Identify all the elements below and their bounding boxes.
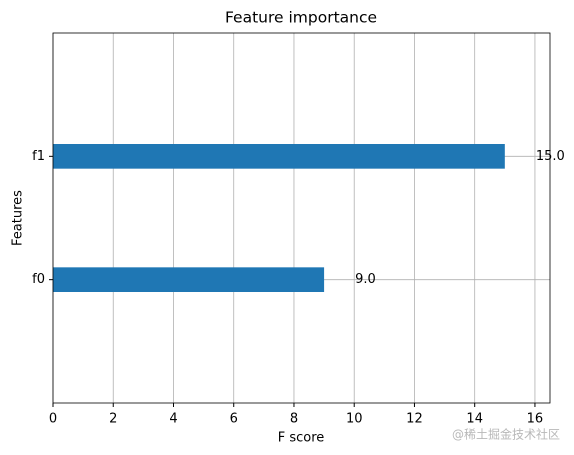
x-tick-label: 6 (230, 412, 238, 427)
x-tick-label: 14 (466, 412, 483, 427)
x-tick-label: 12 (406, 412, 423, 427)
bar (53, 267, 325, 292)
x-tick-label: 0 (49, 412, 57, 427)
chart-title: Feature importance (225, 9, 377, 27)
x-axis-label: F score (278, 431, 325, 446)
y-tick-label: f1 (32, 149, 45, 164)
x-tick-label: 2 (109, 412, 117, 427)
watermark: @稀土掘金技术社区 (452, 427, 560, 442)
bar (53, 144, 505, 169)
y-tick-label: f0 (32, 272, 45, 287)
x-tick-label: 8 (290, 412, 298, 427)
x-tick-label: 16 (527, 412, 544, 427)
value-label: 9.0 (355, 272, 376, 287)
plot-frame (52, 32, 551, 404)
x-tick-label: 10 (346, 412, 363, 427)
y-axis-label: Features (11, 190, 26, 246)
x-tick-label: 4 (169, 412, 177, 427)
